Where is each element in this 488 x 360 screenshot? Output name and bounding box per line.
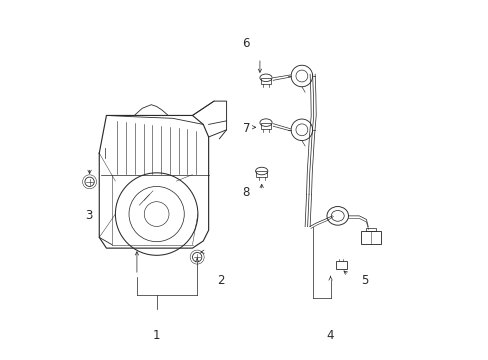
- Bar: [260, 123, 271, 129]
- Bar: [335, 261, 346, 269]
- Bar: [361, 230, 380, 244]
- Text: 2: 2: [217, 274, 224, 287]
- Text: 6: 6: [242, 37, 249, 50]
- Bar: [260, 78, 271, 84]
- Text: 3: 3: [84, 210, 92, 222]
- Text: 8: 8: [242, 186, 249, 199]
- Text: 5: 5: [360, 274, 367, 287]
- Text: 4: 4: [326, 329, 334, 342]
- Bar: [366, 228, 375, 230]
- Text: 7: 7: [242, 122, 249, 135]
- Bar: [256, 171, 266, 177]
- Text: 1: 1: [153, 329, 160, 342]
